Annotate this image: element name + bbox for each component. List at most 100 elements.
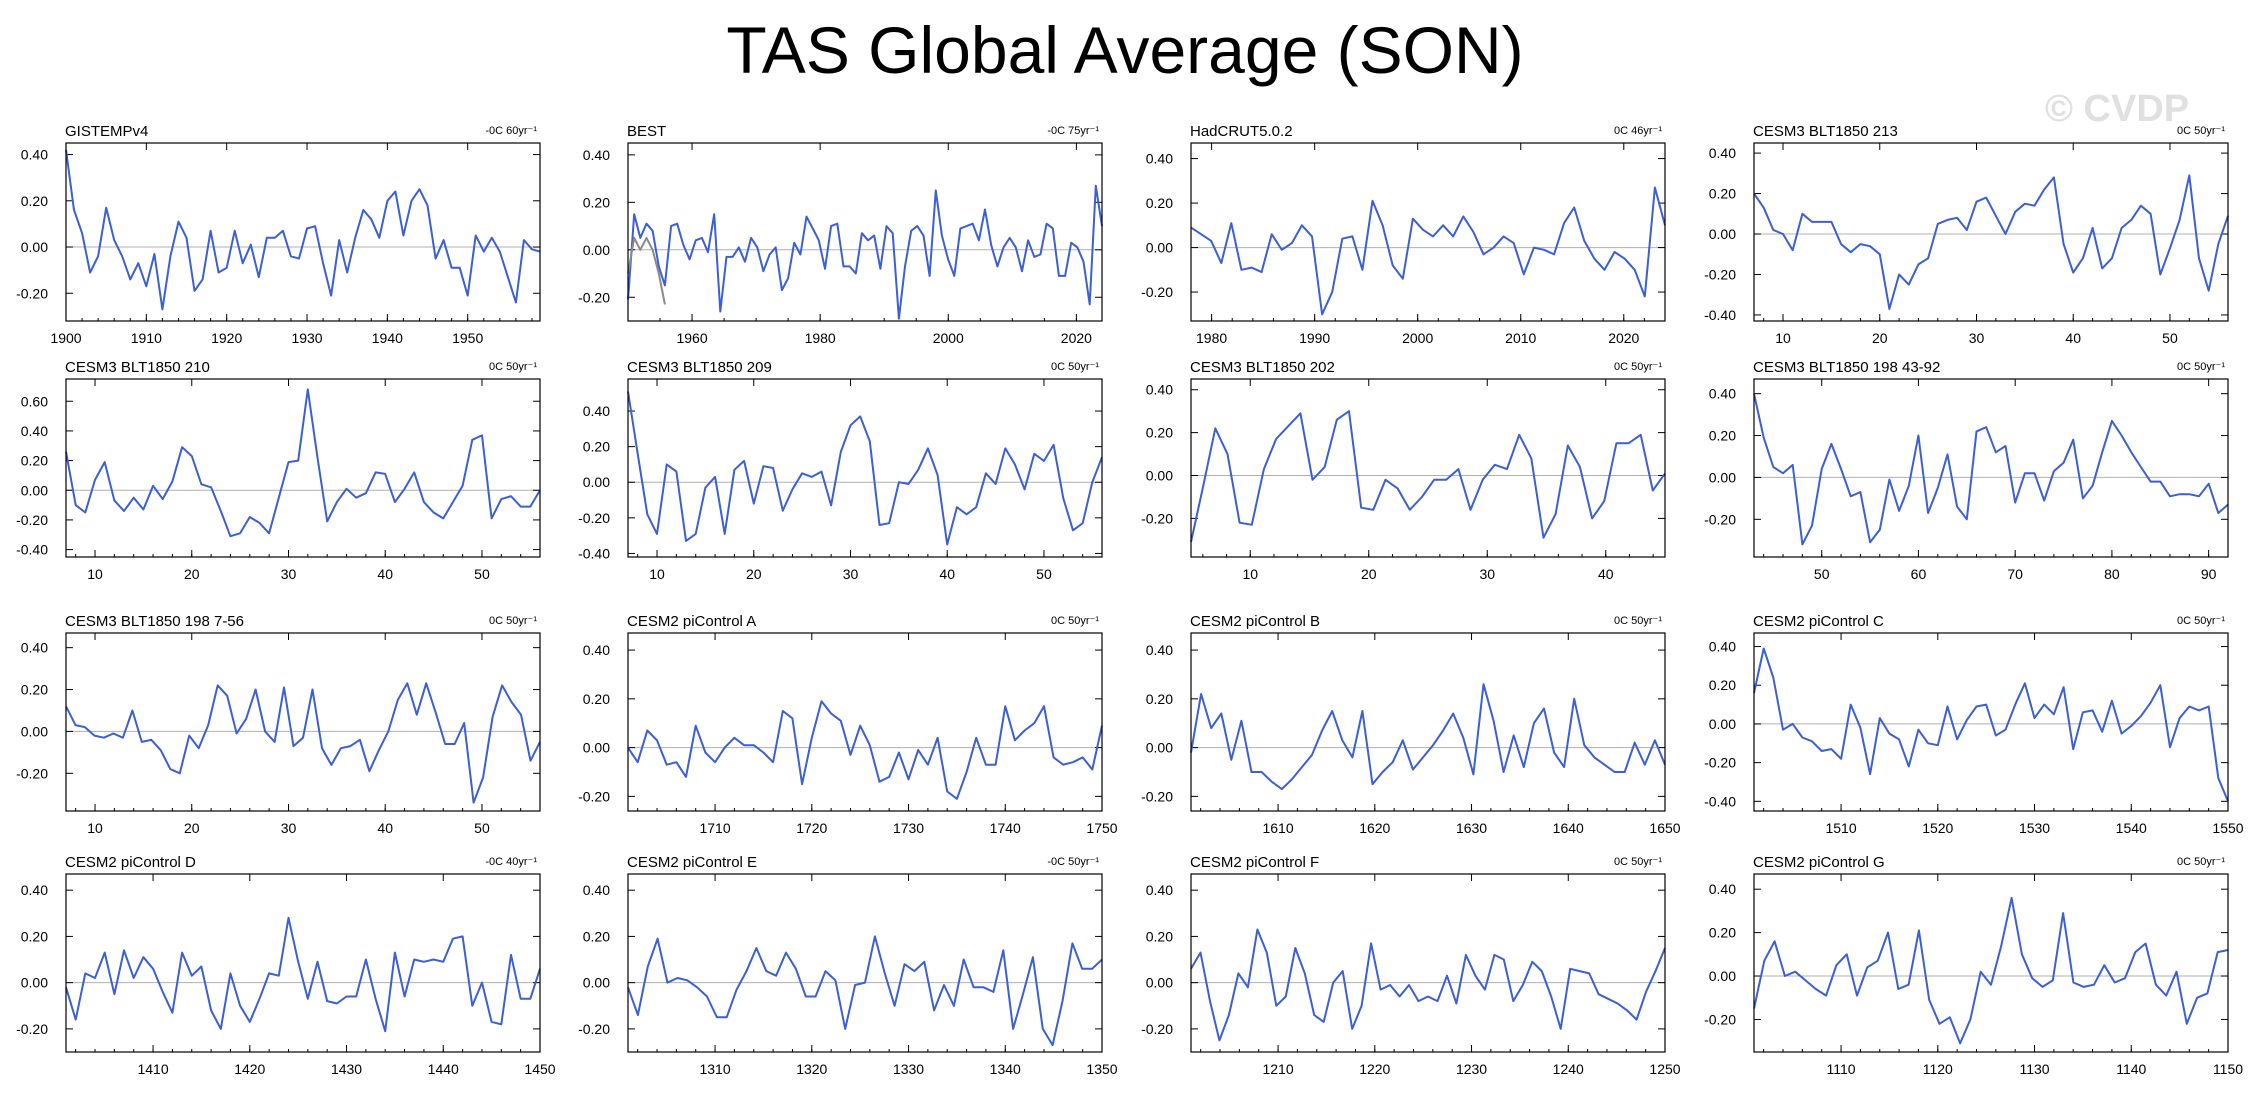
x-tick-label: 1930 <box>291 330 322 346</box>
y-tick-label: 0.20 <box>21 453 48 469</box>
y-tick-label: -0.20 <box>16 512 48 528</box>
series-line <box>1753 174 2229 310</box>
series-line <box>627 391 1103 546</box>
panel-title: CESM2 piControl A <box>627 613 756 630</box>
plot-frame <box>65 142 541 322</box>
panel-9: CESM3 BLT1850 198 7-56 0C 50yr⁻¹ -0.20 0.00… <box>16 613 541 836</box>
y-tick-label: 0.20 <box>583 691 610 707</box>
x-tick-label: 1720 <box>796 820 827 836</box>
x-tick-label: 1150 <box>2213 1061 2243 1077</box>
trend-label: -0C 60yr⁻¹ <box>485 125 537 137</box>
y-tick-label: 0.00 <box>583 740 610 756</box>
plot-frame <box>1753 632 2229 812</box>
y-tick-label: -0.20 <box>578 1021 610 1037</box>
x-tick-label: 1440 <box>428 1061 459 1077</box>
x-tick-label: 50 <box>2162 330 2178 346</box>
panel-2: BEST -0C 75yr⁻¹ -0.20 0.00 0.20 0.40 1960 1980 2… <box>578 123 1103 346</box>
x-tick-label: 40 <box>377 566 393 582</box>
y-tick-label: 0.00 <box>21 975 48 991</box>
panel-10: CESM2 piControl A 0C 50yr⁻¹ -0.20 0.00 0.20 0… <box>578 613 1118 836</box>
x-tick-label: 20 <box>1872 330 1888 346</box>
y-tick-label: -0.20 <box>1141 510 1173 526</box>
y-tick-label: 0.40 <box>21 423 48 439</box>
y-tick-label: 0.20 <box>1146 195 1173 211</box>
x-tick-label: 1430 <box>331 1061 362 1077</box>
x-tick-label: 1640 <box>1553 820 1584 836</box>
panel-title: CESM2 piControl D <box>65 854 196 871</box>
x-tick-label: 1920 <box>211 330 242 346</box>
y-tick-label: 0.40 <box>1146 642 1173 658</box>
x-tick-label: 1900 <box>50 330 81 346</box>
y-tick-label: 0.20 <box>1709 925 1736 941</box>
x-tick-label: 20 <box>184 820 200 836</box>
x-tick-label: 1710 <box>699 820 730 836</box>
y-tick-label: 0.40 <box>583 147 610 163</box>
series-line <box>627 935 1103 1047</box>
watermark: © CVDP <box>2045 88 2190 130</box>
y-tick-label: 0.40 <box>21 640 48 656</box>
x-tick-label: 40 <box>939 566 955 582</box>
x-tick-label: 1320 <box>796 1061 827 1077</box>
x-tick-label: 1450 <box>524 1061 555 1077</box>
y-tick-label: 0.40 <box>1146 151 1173 167</box>
panel-title: GISTEMPv4 <box>65 123 148 140</box>
y-tick-label: 0.00 <box>21 239 48 255</box>
x-tick-label: 1510 <box>1825 820 1856 836</box>
trend-label: 0C 46yr⁻¹ <box>1614 125 1662 137</box>
y-tick-label: 0.20 <box>1146 928 1173 944</box>
panel-13: CESM2 piControl D -0C 40yr⁻¹ -0.20 0.00 0.20… <box>16 854 556 1077</box>
y-tick-label: 0.40 <box>1709 639 1736 655</box>
x-tick-label: 1980 <box>1196 330 1227 346</box>
x-tick-label: 20 <box>1361 566 1377 582</box>
x-tick-label: 50 <box>1036 566 1052 582</box>
x-tick-label: 1410 <box>137 1061 168 1077</box>
x-tick-label: 1630 <box>1456 820 1487 836</box>
x-tick-label: 10 <box>649 566 665 582</box>
y-tick-label: -0.40 <box>16 542 48 558</box>
x-tick-label: 50 <box>474 820 490 836</box>
trend-label: -0C 40yr⁻¹ <box>485 856 537 868</box>
y-tick-label: 0.40 <box>1146 882 1173 898</box>
y-tick-label: -0.20 <box>16 765 48 781</box>
x-tick-label: 50 <box>474 566 490 582</box>
plot-frame <box>65 378 541 558</box>
y-tick-label: 0.40 <box>583 642 610 658</box>
y-tick-label: 0.00 <box>583 242 610 258</box>
x-tick-label: 2000 <box>1402 330 1433 346</box>
series-line <box>1190 186 1666 316</box>
series-line <box>65 916 541 1033</box>
plot-frame <box>1190 873 1666 1053</box>
y-tick-label: -0.20 <box>1704 755 1736 771</box>
y-tick-label: -0.20 <box>1704 266 1736 282</box>
x-tick-label: 1120 <box>1923 1061 1953 1077</box>
y-tick-label: -0.40 <box>1704 793 1736 809</box>
x-tick-label: 1550 <box>2212 820 2243 836</box>
plot-frame <box>1190 378 1666 558</box>
plot-frame <box>1753 873 2229 1053</box>
overlay-line <box>627 236 666 305</box>
x-tick-label: 1950 <box>452 330 483 346</box>
y-tick-label: 0.60 <box>21 393 48 409</box>
y-tick-label: 0.40 <box>1146 382 1173 398</box>
trend-label: 0C 50yr⁻¹ <box>1614 856 1662 868</box>
panel-5: CESM3 BLT1850 210 0C 50yr⁻¹ -0.40 -0.20 0.00… <box>16 359 541 582</box>
panel-title: CESM3 BLT1850 202 <box>1190 359 1335 376</box>
x-tick-label: 1740 <box>990 820 1021 836</box>
trend-label: -0C 75yr⁻¹ <box>1047 125 1099 137</box>
trend-label: 0C 50yr⁻¹ <box>1051 615 1099 627</box>
x-tick-label: 1980 <box>805 330 836 346</box>
plot-frame <box>627 378 1103 558</box>
trend-label: 0C 50yr⁻¹ <box>2177 361 2225 373</box>
series-line <box>65 388 541 538</box>
y-tick-label: 0.00 <box>21 482 48 498</box>
trend-label: 0C 50yr⁻¹ <box>489 361 537 373</box>
trend-label: -0C 50yr⁻¹ <box>1047 856 1099 868</box>
y-tick-label: 0.20 <box>1709 186 1736 202</box>
x-tick-label: 1230 <box>1456 1061 1487 1077</box>
panel-8: CESM3 BLT1850 198 43-92 0C 50yr⁻¹ -0.20 0.0… <box>1704 359 2229 582</box>
x-tick-label: 2020 <box>1061 330 1092 346</box>
y-tick-label: -0.40 <box>578 545 610 561</box>
panel-title: CESM3 BLT1850 209 <box>627 359 772 376</box>
y-tick-label: 0.00 <box>1146 975 1173 991</box>
x-tick-label: 1960 <box>676 330 707 346</box>
